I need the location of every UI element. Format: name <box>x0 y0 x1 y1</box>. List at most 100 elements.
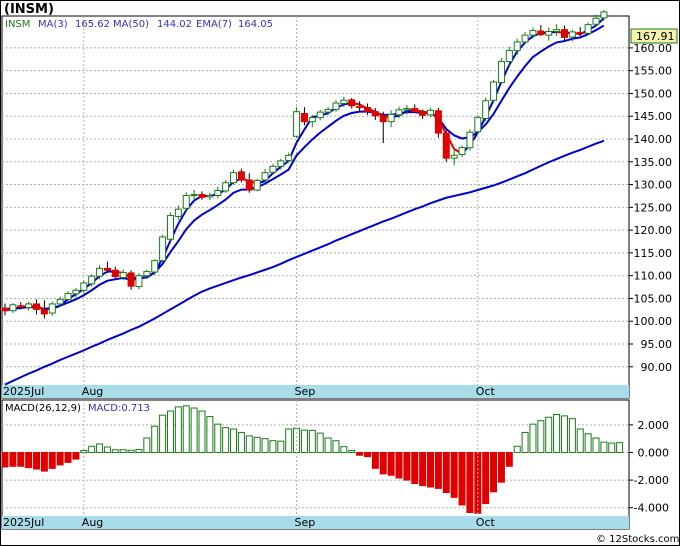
candle <box>119 269 127 281</box>
macd-bar <box>261 438 269 453</box>
macd-bar <box>245 435 253 453</box>
candle-body <box>48 303 56 314</box>
candle <box>427 108 435 118</box>
candle <box>553 24 561 37</box>
macd-bar <box>427 451 435 488</box>
price-tick-label: 100.00 <box>634 315 673 328</box>
candle <box>324 107 332 116</box>
candle-body <box>411 107 419 113</box>
candle-body <box>285 154 293 161</box>
candle-body <box>103 267 111 271</box>
candle-body <box>419 111 427 116</box>
macd-bar <box>592 437 600 453</box>
candle <box>111 266 119 279</box>
macd-bar <box>324 437 332 453</box>
macd-bar <box>466 451 474 514</box>
candle-body <box>482 100 490 119</box>
macd-bar <box>96 443 104 453</box>
macd-bar <box>371 451 379 469</box>
macd-bar <box>490 451 498 493</box>
ema7-line <box>4 24 605 312</box>
macd-bar <box>72 451 80 460</box>
ma3-segment <box>508 51 519 66</box>
price-tick-label: 90.00 <box>641 361 673 374</box>
macd-bar <box>253 436 261 453</box>
candle <box>237 168 245 183</box>
price-tick-label: 155.00 <box>634 65 673 78</box>
candle <box>127 270 135 290</box>
candle <box>379 111 387 144</box>
candle <box>214 186 222 199</box>
candle <box>198 191 206 200</box>
candle <box>253 178 261 192</box>
macd-bar <box>17 451 25 467</box>
macd-bar <box>222 427 230 453</box>
candle <box>96 265 104 280</box>
candle-body <box>450 154 458 159</box>
candle <box>135 272 143 290</box>
macd-bar <box>64 451 72 463</box>
date-label: 2025Jul <box>3 516 44 529</box>
ma3-segment <box>146 271 156 279</box>
candle <box>308 114 316 128</box>
candle <box>348 98 356 109</box>
price-tick-label: 145.00 <box>634 110 673 123</box>
candle <box>403 104 411 115</box>
candle <box>371 108 379 120</box>
macd-label: MACD(26,12,9) <box>5 403 81 414</box>
macd-bar <box>159 414 167 453</box>
candle <box>363 103 371 115</box>
legend-ma50: MA(50) <box>113 19 149 30</box>
macd-bar <box>497 451 505 483</box>
macd-bar <box>182 405 190 453</box>
macd-bar <box>442 451 450 494</box>
date-label: Sep <box>295 516 316 529</box>
candle-body <box>174 208 182 217</box>
macd-bar <box>545 416 553 453</box>
candle-body <box>466 131 474 149</box>
candle-body <box>127 272 135 287</box>
candle <box>466 129 474 151</box>
candle <box>285 152 293 163</box>
macd-bar <box>88 445 96 453</box>
candle <box>143 269 151 279</box>
macd-bar <box>513 445 521 453</box>
candle-body <box>356 106 364 109</box>
candle-body <box>253 179 261 191</box>
candle-body <box>245 179 253 191</box>
macd-bar <box>348 450 356 453</box>
ma3-segment <box>177 209 188 225</box>
candle <box>332 100 340 112</box>
candle-body <box>119 271 127 278</box>
candle <box>166 212 174 242</box>
price-tick-label: 140.00 <box>634 133 673 146</box>
candle <box>592 14 600 27</box>
candle <box>190 190 198 201</box>
candle-body <box>277 160 285 167</box>
date-label: Oct <box>476 516 496 529</box>
candle <box>545 27 553 41</box>
candle-body <box>222 182 230 192</box>
price-y-axis: 90.00 95.00 100.00 105.00 110.00 115.00 120.00… <box>629 42 672 374</box>
candle <box>568 29 576 42</box>
macd-bar <box>458 451 466 506</box>
candle <box>537 25 545 37</box>
candle <box>40 300 48 319</box>
price-tick-label: 115.00 <box>634 247 673 260</box>
macd-y-axis: 2.000 0.000 -2.000 -4.000 <box>629 419 669 515</box>
candle-body <box>269 165 277 173</box>
macd-bar <box>529 423 537 453</box>
macd-bar <box>356 451 364 456</box>
date-label: Oct <box>476 385 496 398</box>
candle <box>497 57 505 85</box>
candle-body <box>403 107 411 111</box>
macd-tick-label: -4.000 <box>634 502 669 515</box>
candle-body <box>332 102 340 110</box>
macd-bar <box>206 416 214 453</box>
candle <box>419 109 427 119</box>
macd-bar <box>9 451 17 467</box>
candle-body <box>143 271 151 277</box>
candle-body <box>33 303 41 310</box>
candle <box>395 106 403 119</box>
